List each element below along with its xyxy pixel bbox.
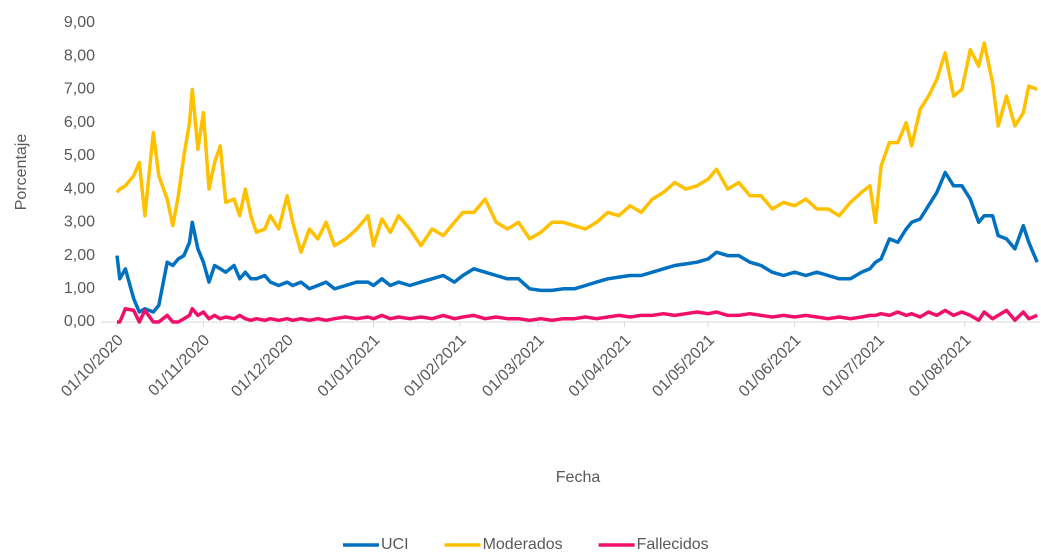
y-tick-label: 0,00 bbox=[64, 313, 95, 330]
y-tick-label: 4,00 bbox=[64, 180, 95, 197]
series-line bbox=[115, 41, 1038, 254]
x-tick-label: 01/02/2021 bbox=[401, 332, 470, 401]
x-tick-label: 01/12/2020 bbox=[228, 332, 297, 401]
series-line bbox=[117, 306, 1038, 324]
y-tick-label: 8,00 bbox=[64, 47, 95, 64]
y-tick-label: 1,00 bbox=[64, 280, 95, 297]
legend-label: Fallecidos bbox=[637, 536, 709, 553]
x-tick-label: 01/10/2020 bbox=[58, 332, 127, 401]
x-tick-label: 01/04/2021 bbox=[566, 332, 635, 401]
x-tick-label: 01/05/2021 bbox=[649, 332, 718, 401]
x-axis-title: Fecha bbox=[556, 469, 601, 486]
y-tick-label: 7,00 bbox=[64, 81, 95, 98]
y-tick-label: 5,00 bbox=[64, 147, 95, 164]
y-tick-label: 9,00 bbox=[64, 14, 95, 31]
x-tick-label: 01/07/2021 bbox=[819, 332, 888, 401]
series-line bbox=[115, 170, 1039, 314]
y-tick-label: 6,00 bbox=[64, 114, 95, 131]
x-tick-label: 01/01/2021 bbox=[315, 332, 384, 401]
x-tick-label: 01/03/2021 bbox=[479, 332, 548, 401]
y-axis-title: Porcentaje bbox=[13, 134, 30, 211]
y-tick-label: 2,00 bbox=[64, 247, 95, 264]
x-tick-label: 01/06/2021 bbox=[736, 332, 805, 401]
legend-label: UCI bbox=[381, 536, 409, 553]
x-tick-label: 01/11/2020 bbox=[145, 332, 213, 400]
x-tick-label: 01/08/2021 bbox=[906, 332, 975, 401]
legend-label: Moderados bbox=[483, 536, 563, 553]
y-tick-label: 3,00 bbox=[64, 214, 95, 231]
